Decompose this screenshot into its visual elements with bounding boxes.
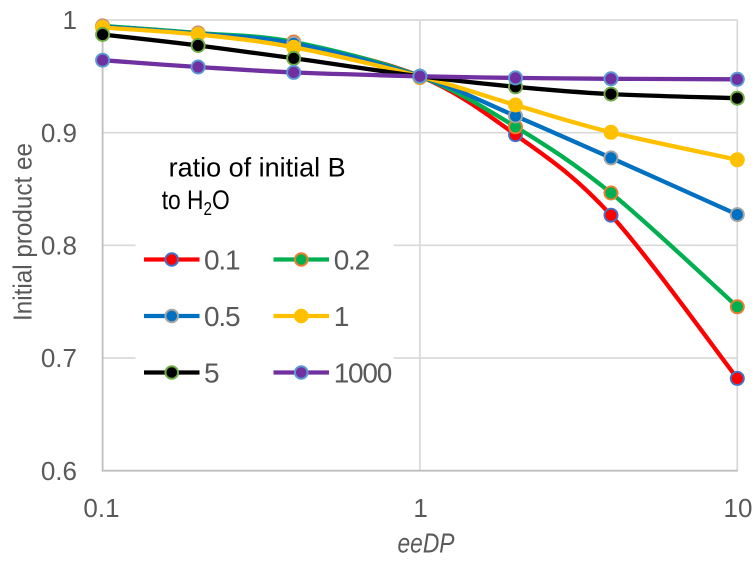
svg-text:5: 5 [204,357,219,388]
svg-text:1: 1 [334,301,349,332]
svg-text:0.1: 0.1 [83,493,119,523]
svg-text:10: 10 [724,493,753,523]
svg-text:0.5: 0.5 [204,301,240,332]
svg-text:0.9: 0.9 [41,118,77,148]
svg-text:0.6: 0.6 [41,456,77,486]
svg-text:0.1: 0.1 [204,244,240,275]
svg-text:0.7: 0.7 [41,343,77,373]
svg-text:Initial product ee: Initial product ee [8,143,38,321]
svg-text:to H2O: to H2O [162,185,230,219]
svg-text:0.2: 0.2 [334,244,370,275]
svg-text:1: 1 [63,5,77,35]
svg-text:0.8: 0.8 [41,231,77,261]
svg-text:1000: 1000 [334,357,392,388]
svg-text:eeDP: eeDP [398,528,455,558]
svg-text:ratio of initial B: ratio of initial B [169,153,346,183]
svg-text:1: 1 [413,493,427,523]
